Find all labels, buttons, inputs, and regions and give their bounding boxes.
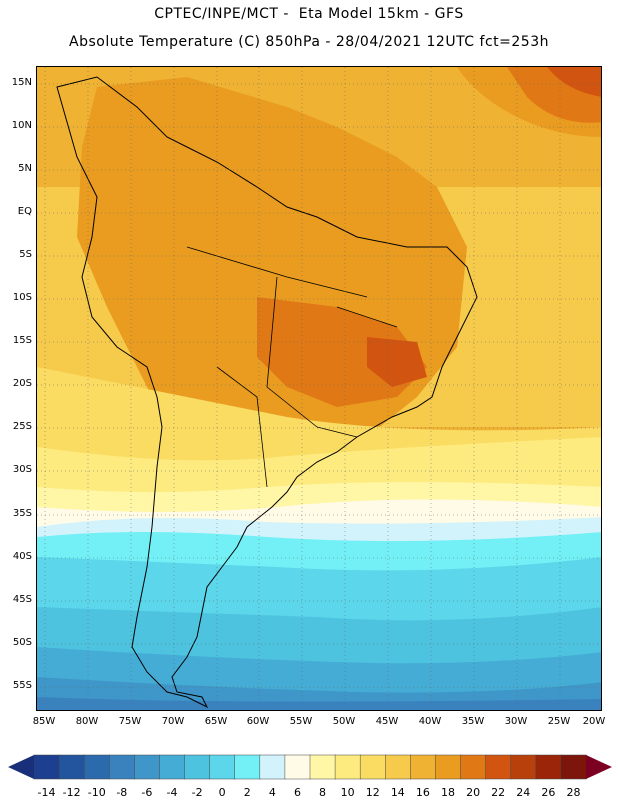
colorbar-label: 6 — [293, 786, 301, 799]
colorbar-cell — [33, 754, 60, 780]
map-title-line2: Absolute Temperature (C) 850hPa - 28/04/… — [69, 34, 549, 50]
colorbar-label: 14 — [390, 786, 405, 799]
colorbar-left-arrow — [8, 755, 34, 779]
lon-label: 80W — [75, 716, 99, 727]
lat-label: 20S — [12, 378, 32, 389]
lat-label: EQ — [17, 206, 32, 217]
colorbar-label: -4 — [166, 786, 178, 799]
lat-label: 55S — [12, 680, 32, 691]
lon-label: 75W — [118, 716, 142, 727]
lon-label: 20W — [582, 716, 606, 727]
colorbar-cell — [309, 754, 336, 780]
lat-label: 30S — [12, 464, 32, 475]
band-minus8c — [37, 697, 601, 710]
colorbar-label: -10 — [87, 786, 106, 799]
lat-label: 10N — [11, 120, 32, 131]
colorbar-label: -12 — [62, 786, 81, 799]
colorbar-cell — [410, 754, 437, 780]
colorbar-cell — [109, 754, 136, 780]
colorbar-label: -6 — [141, 786, 153, 799]
colorbar-cell — [359, 754, 387, 780]
colorbar-label: 22 — [491, 786, 506, 799]
colorbar-label: 0 — [218, 786, 226, 799]
lon-label: 85W — [32, 716, 56, 727]
lat-label: 35S — [12, 508, 32, 519]
lon-label: 70W — [161, 716, 185, 727]
colorbar-cell — [485, 754, 512, 780]
lat-label: 45S — [12, 594, 32, 605]
lat-label: 5N — [18, 163, 32, 174]
map-title-line1: CPTEC/INPE/MCT - Eta Model 15km - GFS — [154, 6, 464, 22]
colorbar-cell — [435, 754, 462, 780]
lon-label: 65W — [204, 716, 228, 727]
colorbar-cell — [259, 754, 286, 780]
continent-hottest-core — [367, 337, 427, 387]
lon-label: 25W — [547, 716, 571, 727]
colorbar-cells — [33, 754, 587, 780]
lat-label: 40S — [12, 551, 32, 562]
lon-label: 30W — [504, 716, 528, 727]
colorbar-label: 16 — [415, 786, 430, 799]
colorbar-label: -8 — [116, 786, 128, 799]
lon-label: 60W — [246, 716, 270, 727]
colorbar-right-arrow — [586, 755, 612, 779]
colorbar-cell — [209, 754, 236, 780]
colorbar-cell — [159, 754, 186, 780]
colorbar-cell — [58, 754, 85, 780]
temperature-colorbar — [8, 754, 612, 780]
colorbar-label: 18 — [441, 786, 455, 799]
lat-label: 15N — [11, 77, 32, 88]
colorbar-label: 2 — [243, 786, 251, 799]
lon-label: 40W — [418, 716, 442, 727]
colorbar-label: 20 — [466, 786, 481, 799]
lat-label: 25S — [12, 421, 32, 432]
colorbar-cell — [385, 754, 412, 780]
lat-label: 15S — [12, 335, 32, 346]
colorbar-cell — [83, 754, 111, 780]
lon-label: 50W — [332, 716, 356, 727]
colorbar-label: 4 — [268, 786, 276, 799]
colorbar-label: 24 — [516, 786, 531, 799]
colorbar-label: 8 — [319, 786, 327, 799]
colorbar-cell — [134, 754, 161, 780]
colorbar-cell — [510, 754, 537, 780]
colorbar-cell — [184, 754, 211, 780]
colorbar-label: 10 — [340, 786, 355, 799]
map-panel — [36, 66, 602, 711]
lon-label: 45W — [375, 716, 399, 727]
colorbar-label: -14 — [37, 786, 56, 799]
colorbar-label: 12 — [365, 786, 380, 799]
lon-label: 35W — [461, 716, 485, 727]
colorbar-cell — [234, 754, 261, 780]
colorbar-cell — [284, 754, 311, 780]
country-borders — [186, 246, 398, 488]
colorbar-cell — [535, 754, 562, 780]
hottest-field-ne — [547, 67, 601, 97]
colorbar-cell — [560, 754, 587, 780]
colorbar-label: -2 — [191, 786, 203, 799]
lat-label: 10S — [12, 292, 32, 303]
colorbar-label: 28 — [566, 786, 581, 799]
lat-label: 50S — [12, 637, 32, 648]
lat-label: 5S — [19, 249, 32, 260]
colorbar-label: 26 — [541, 786, 556, 799]
colorbar-cell — [460, 754, 487, 780]
temperature-map — [37, 67, 601, 710]
colorbar-cell — [334, 754, 361, 780]
lon-label: 55W — [289, 716, 313, 727]
coastline — [56, 76, 478, 709]
